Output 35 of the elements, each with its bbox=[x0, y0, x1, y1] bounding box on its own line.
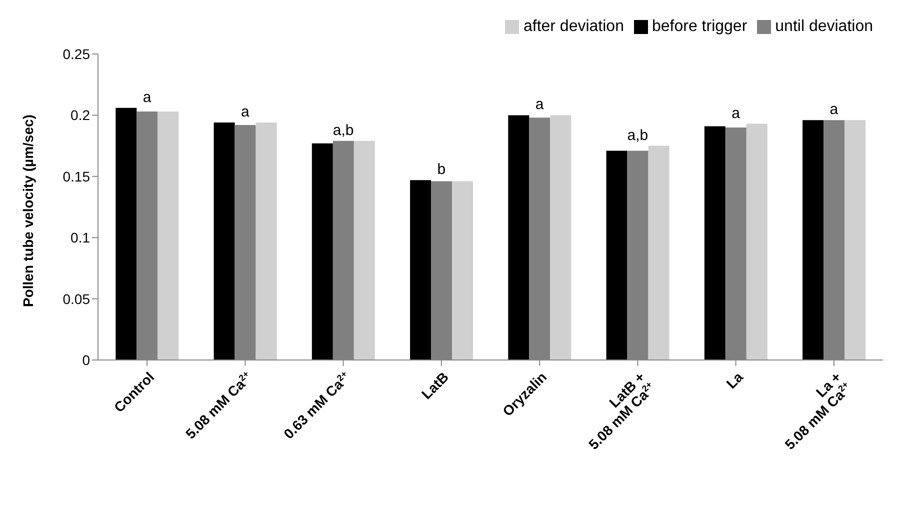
y-tick-label: 0.2 bbox=[70, 107, 90, 124]
y-tick-label: 0 bbox=[82, 352, 90, 368]
annotation: a bbox=[830, 101, 839, 118]
bar bbox=[312, 143, 333, 360]
bar bbox=[256, 122, 277, 360]
annotation: a,b bbox=[332, 122, 354, 139]
legend-label: before trigger bbox=[652, 18, 748, 35]
legend-label: until deviation bbox=[775, 18, 873, 35]
bar bbox=[802, 120, 824, 360]
y-tick-label: 0.25 bbox=[62, 46, 90, 62]
bar bbox=[648, 146, 670, 360]
bar bbox=[550, 115, 572, 360]
y-tick-label: 0.1 bbox=[70, 230, 90, 246]
annotation: a bbox=[535, 96, 544, 114]
bar bbox=[410, 180, 432, 360]
bar bbox=[508, 115, 530, 360]
annotation: a bbox=[241, 104, 250, 121]
y-tick-label: 0.15 bbox=[62, 168, 90, 184]
annotation: a bbox=[142, 88, 152, 106]
annotation: a bbox=[732, 104, 741, 122]
bar bbox=[214, 122, 235, 360]
y-axis-title: Pollen tube velocity (µm/sec) bbox=[20, 114, 36, 307]
bar bbox=[704, 126, 726, 360]
bar bbox=[116, 108, 137, 360]
bar bbox=[606, 150, 628, 360]
annotation: b bbox=[437, 161, 446, 178]
bar bbox=[158, 112, 179, 360]
bar bbox=[844, 120, 866, 360]
bar bbox=[354, 140, 375, 360]
bar bbox=[452, 181, 474, 360]
y-tick-label: 0.05 bbox=[62, 290, 90, 307]
annotation: a,b bbox=[627, 126, 648, 144]
bar bbox=[746, 124, 768, 360]
legend-label: after deviation bbox=[523, 18, 624, 35]
x-tick-label: La bbox=[723, 368, 746, 392]
